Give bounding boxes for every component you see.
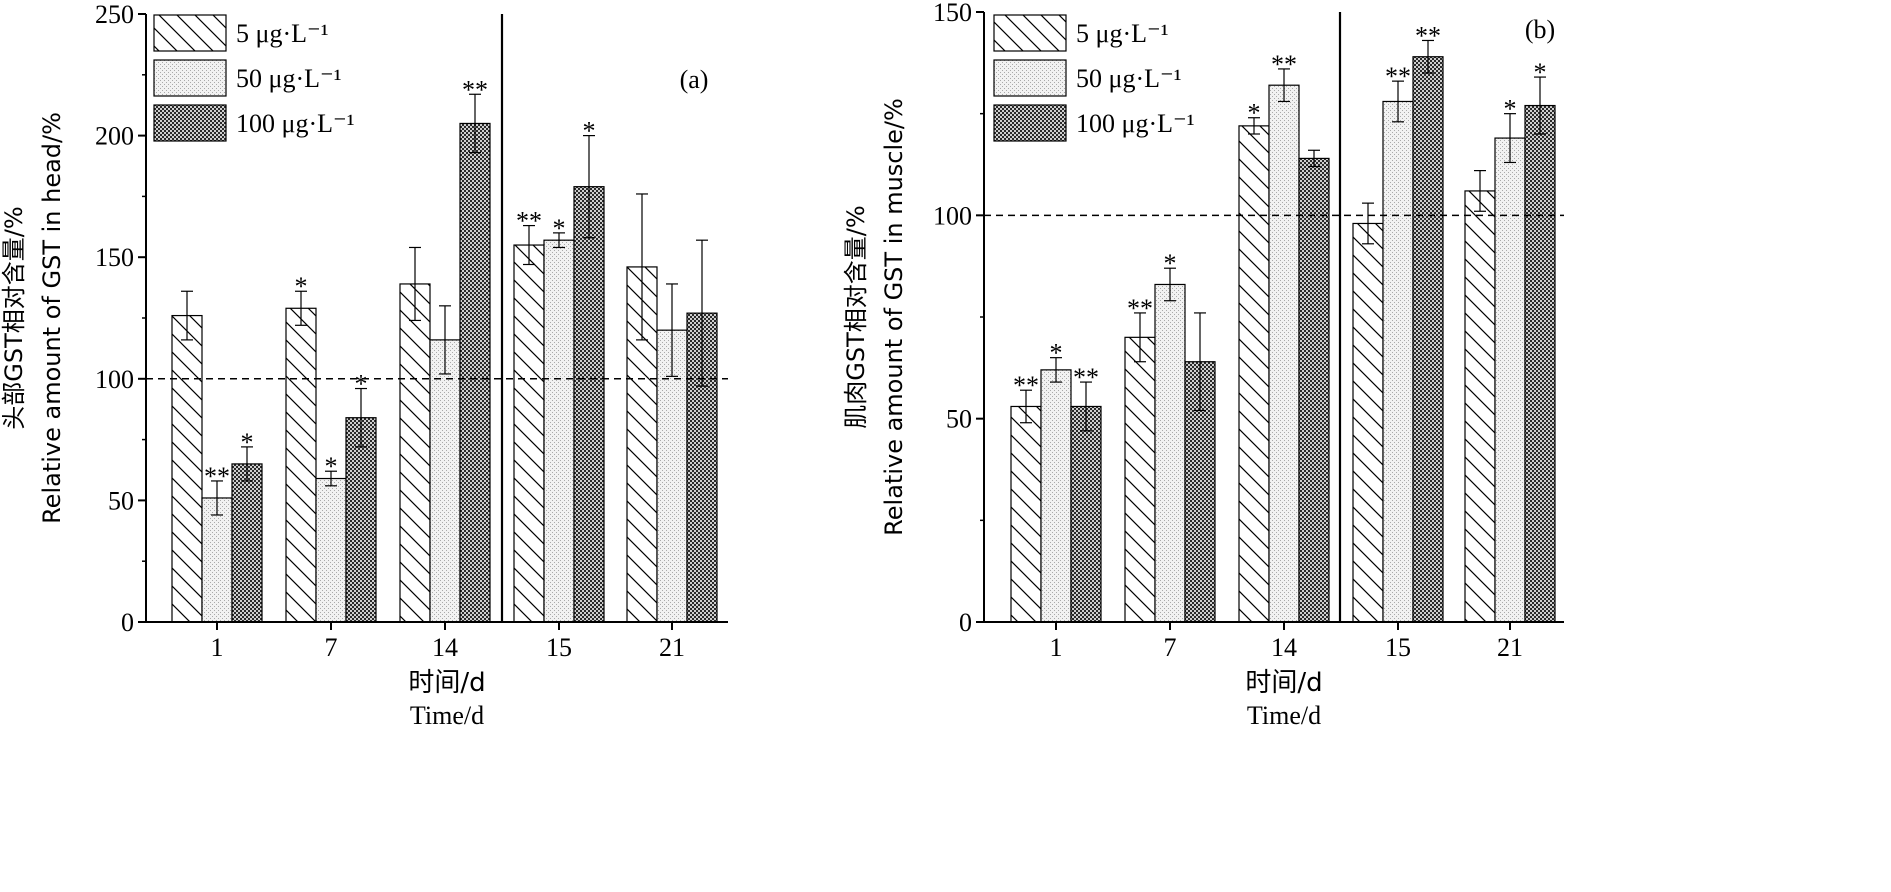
x-tick-label: 7	[1164, 633, 1177, 662]
bar	[1352, 222, 1384, 623]
bar	[459, 122, 491, 623]
bar	[399, 283, 431, 623]
x-tick-label: 21	[659, 633, 685, 662]
bar	[1494, 137, 1526, 623]
bar	[573, 186, 605, 623]
y-tick-label: 150	[95, 243, 134, 272]
y-axis-label-en: Relative amount of GST in muscle/%	[880, 98, 908, 536]
x-tick-label: 15	[546, 633, 572, 662]
bar	[1154, 283, 1186, 623]
legend-swatch	[993, 14, 1067, 52]
bar	[315, 477, 347, 623]
significance-mark: *	[1504, 95, 1517, 124]
significance-mark: *	[295, 272, 308, 301]
significance-mark: *	[1248, 99, 1261, 128]
significance-mark: **	[1013, 371, 1039, 400]
legend: 5 μg·L⁻¹ 50 μg·L⁻¹ 100 μg·L⁻¹	[993, 14, 1195, 142]
bar	[1040, 369, 1072, 623]
bar	[345, 417, 377, 623]
significance-mark: *	[325, 452, 338, 481]
significance-mark: **	[1271, 50, 1297, 79]
x-axis-label-cn: 时间/d	[1245, 668, 1322, 698]
significance-mark: *	[355, 370, 368, 399]
legend-swatch	[153, 59, 227, 97]
y-tick-label: 50	[946, 405, 972, 434]
bar	[1412, 56, 1444, 623]
bar	[1124, 336, 1156, 623]
significance-mark: **	[1385, 62, 1411, 91]
bar	[1298, 157, 1330, 623]
y-axis-label-cn: 肌肉GST相对含量/%	[842, 205, 870, 428]
panel-label: (a)	[680, 65, 709, 94]
y-tick-label: 0	[121, 608, 134, 637]
legend-swatch	[993, 104, 1067, 142]
legend-swatch	[993, 59, 1067, 97]
y-axis-label-cn: 头部GST相对含量/%	[0, 206, 28, 429]
significance-mark: **	[204, 462, 230, 491]
significance-mark: *	[1050, 339, 1063, 368]
significance-mark: **	[516, 207, 542, 236]
y-axis-label-en: Relative amount of GST in head/%	[38, 112, 66, 524]
x-tick-label: 15	[1385, 633, 1411, 662]
significance-mark: *	[1164, 249, 1177, 278]
legend-label: 100 μg·L⁻¹	[1076, 109, 1195, 138]
bar	[1010, 405, 1042, 623]
significance-mark: *	[553, 214, 566, 243]
bar	[513, 244, 545, 623]
y-tick-label: 150	[933, 0, 972, 27]
legend-label: 50 μg·L⁻¹	[1076, 64, 1182, 93]
legend-label: 100 μg·L⁻¹	[236, 109, 355, 138]
legend-label: 5 μg·L⁻¹	[236, 19, 329, 48]
y-tick-label: 100	[933, 201, 972, 230]
bar	[1238, 125, 1270, 623]
bar	[543, 239, 575, 623]
bar	[171, 314, 203, 623]
x-tick-label: 14	[1271, 633, 1297, 662]
y-tick-label: 50	[108, 486, 134, 515]
x-axis-label-en: Time/d	[1247, 701, 1321, 730]
legend: 5 μg·L⁻¹ 50 μg·L⁻¹ 100 μg·L⁻¹	[153, 14, 355, 142]
bar	[1070, 405, 1102, 623]
significance-mark: **	[1415, 21, 1441, 50]
x-tick-label: 7	[325, 633, 338, 662]
bar	[1268, 84, 1300, 623]
bar	[201, 497, 233, 623]
bar	[429, 339, 461, 623]
x-axis-label-cn: 时间/d	[408, 668, 485, 698]
y-tick-label: 100	[95, 365, 134, 394]
significance-mark: *	[1534, 58, 1547, 87]
significance-mark: **	[1127, 294, 1153, 323]
legend-label: 50 μg·L⁻¹	[236, 64, 342, 93]
x-tick-label: 1	[211, 633, 224, 662]
significance-mark: *	[241, 428, 254, 457]
y-tick-label: 0	[959, 608, 972, 637]
bar	[1382, 100, 1414, 623]
bar	[285, 307, 317, 623]
x-axis-label-en: Time/d	[410, 701, 484, 730]
legend-label: 5 μg·L⁻¹	[1076, 19, 1169, 48]
significance-mark: **	[1073, 363, 1099, 392]
bar	[1524, 104, 1556, 623]
panel-label: (b)	[1525, 15, 1555, 44]
legend-swatch	[153, 14, 227, 52]
x-tick-label: 1	[1050, 633, 1063, 662]
x-tick-label: 21	[1497, 633, 1523, 662]
bar	[231, 463, 263, 623]
significance-mark: *	[583, 117, 596, 146]
bar	[1464, 190, 1496, 623]
x-tick-label: 14	[432, 633, 458, 662]
y-tick-label: 250	[95, 0, 134, 29]
significance-mark: **	[462, 75, 488, 104]
y-tick-label: 200	[95, 122, 134, 151]
legend-swatch	[153, 104, 227, 142]
